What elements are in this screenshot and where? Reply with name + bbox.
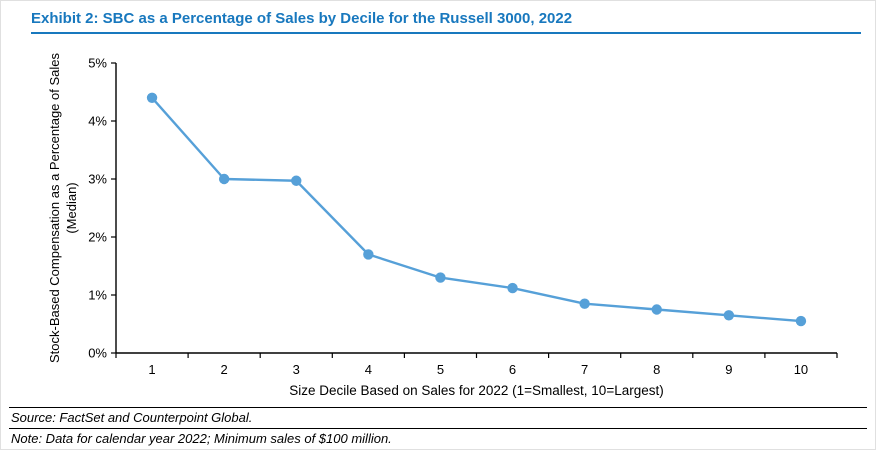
data-point-8 [651,304,662,315]
x-tick-label: 8 [653,362,660,377]
x-tick-label: 7 [581,362,588,377]
chart-header: Exhibit 2: SBC as a Percentage of Sales … [1,1,875,34]
chart-footer: Source: FactSet and Counterpoint Global.… [9,407,867,449]
chart-area: Stock-Based Compensation as a Percentage… [1,39,875,399]
data-point-5 [435,272,446,283]
x-tick-label: 10 [794,362,808,377]
x-tick-label: 4 [365,362,372,377]
footer-divider-top [9,407,867,408]
data-point-2 [218,173,230,185]
data-point-6 [507,282,518,294]
exhibit-title: Exhibit 2: SBC as a Percentage of Sales … [31,10,573,27]
data-point-7 [579,298,590,309]
data-point-9 [723,310,735,321]
source-text: Source: FactSet and Counterpoint Global. [11,410,253,425]
x-tick-label: 5 [437,362,444,377]
x-axis-title: Size Decile Based on Sales for 2022 (1=S… [289,383,664,398]
y-tick-label: 0% [88,346,107,361]
data-point-1 [146,92,158,103]
x-tick-label: 2 [221,362,228,377]
x-tick-label: 6 [509,362,516,377]
y-tick-label: 2% [88,230,107,245]
y-tick-label: 3% [88,172,107,187]
y-tick-label: 5% [88,56,107,71]
title-divider [31,32,861,34]
x-tick-label: 3 [293,362,300,377]
data-point-4 [363,249,374,260]
data-point-3 [291,175,302,186]
line-chart: 0% 1% 2% 3% 4% 5% 1 2 3 4 5 6 7 8 9 10 [88,56,838,377]
footer-divider-middle [9,428,867,429]
y-tick-label: 1% [88,288,107,303]
x-tick-label: 1 [148,362,155,377]
y-tick-label: 4% [88,114,107,129]
x-tick-label: 9 [725,362,732,377]
data-point-10 [795,315,807,327]
sbc-line [150,96,803,323]
note-text: Note: Data for calendar year 2022; Minim… [11,431,392,446]
